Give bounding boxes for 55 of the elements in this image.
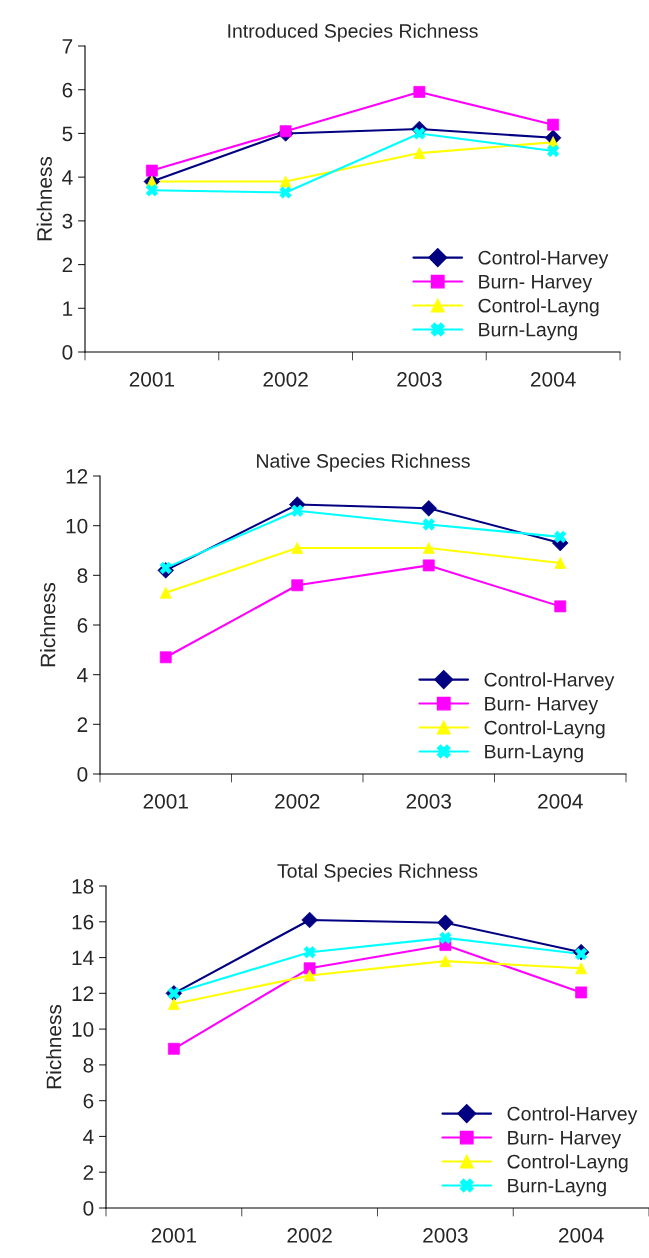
- x-tick-label: 2004: [531, 371, 576, 387]
- x-tick-label: 2002: [275, 793, 320, 809]
- legend-label: Burn- Harvey: [508, 1131, 622, 1149]
- legend-label: Control-Layng: [478, 298, 599, 317]
- x-tick-label: 2002: [263, 371, 308, 387]
- y-tick-label: 12: [72, 986, 94, 1001]
- legend-label: Burn-Layng: [485, 744, 583, 763]
- y-tick-label: 16: [72, 914, 94, 930]
- legend-label: Control-Harvey: [507, 1106, 638, 1125]
- y-tick-label: 4: [62, 170, 73, 185]
- x-tick-label: 2002: [287, 1227, 332, 1243]
- x-tick-label: 2003: [406, 793, 452, 809]
- y-tick-label: 6: [83, 1093, 94, 1109]
- y-tick-label: 0: [83, 1201, 94, 1216]
- x-tick-label: 2001: [151, 1227, 197, 1243]
- x-tick-label: 2001: [129, 371, 175, 387]
- y-axis-title: Richness: [36, 156, 52, 241]
- legend-label: Burn- Harvey: [479, 275, 593, 293]
- chart-title: Introduced Species Richness: [228, 23, 478, 42]
- legend-label: Control-Layng: [484, 720, 605, 739]
- x-tick-label: 2003: [397, 371, 442, 387]
- legend-label: Control-Harvey: [478, 250, 609, 269]
- legend-label: Control-Layng: [507, 1154, 628, 1173]
- y-tick-label: 18: [72, 879, 94, 894]
- legend-label: Burn- Harvey: [485, 697, 599, 715]
- y-tick-label: 5: [62, 126, 73, 142]
- y-tick-label: 14: [72, 950, 94, 966]
- y-tick-label: 3: [62, 213, 73, 229]
- y-tick-label: 2: [83, 1165, 94, 1180]
- y-tick-label: 8: [83, 1057, 94, 1073]
- y-tick-label: 12: [66, 469, 88, 484]
- y-tick-label: 0: [77, 767, 88, 782]
- y-tick-label: 2: [77, 717, 88, 732]
- y-tick-label: 4: [77, 667, 88, 683]
- y-tick-label: 6: [77, 618, 88, 633]
- legend-label: Burn-Layng: [479, 322, 577, 341]
- y-tick-label: 7: [62, 39, 73, 54]
- y-tick-label: 10: [66, 518, 88, 534]
- x-tick-label: 2001: [143, 793, 188, 809]
- y-tick-label: 6: [62, 82, 73, 98]
- legend-label: Control-Harvey: [484, 672, 615, 691]
- y-tick-label: 2: [62, 257, 73, 273]
- y-tick-label: 1: [63, 301, 73, 316]
- y-axis-title: Richness: [46, 1004, 62, 1089]
- x-tick-label: 2004: [538, 793, 583, 809]
- x-tick-label: 2004: [559, 1227, 604, 1243]
- legend-label: Burn-Layng: [508, 1178, 606, 1197]
- y-tick-label: 0: [62, 345, 73, 360]
- y-tick-label: 4: [83, 1129, 94, 1144]
- y-axis-title: Richness: [40, 582, 56, 667]
- y-tick-label: 8: [77, 568, 88, 584]
- y-tick-label: 10: [72, 1022, 94, 1037]
- x-tick-label: 2003: [423, 1227, 468, 1243]
- chart-title: Total Species Richness: [277, 863, 478, 882]
- chart-title: Native Species Richness: [257, 453, 470, 472]
